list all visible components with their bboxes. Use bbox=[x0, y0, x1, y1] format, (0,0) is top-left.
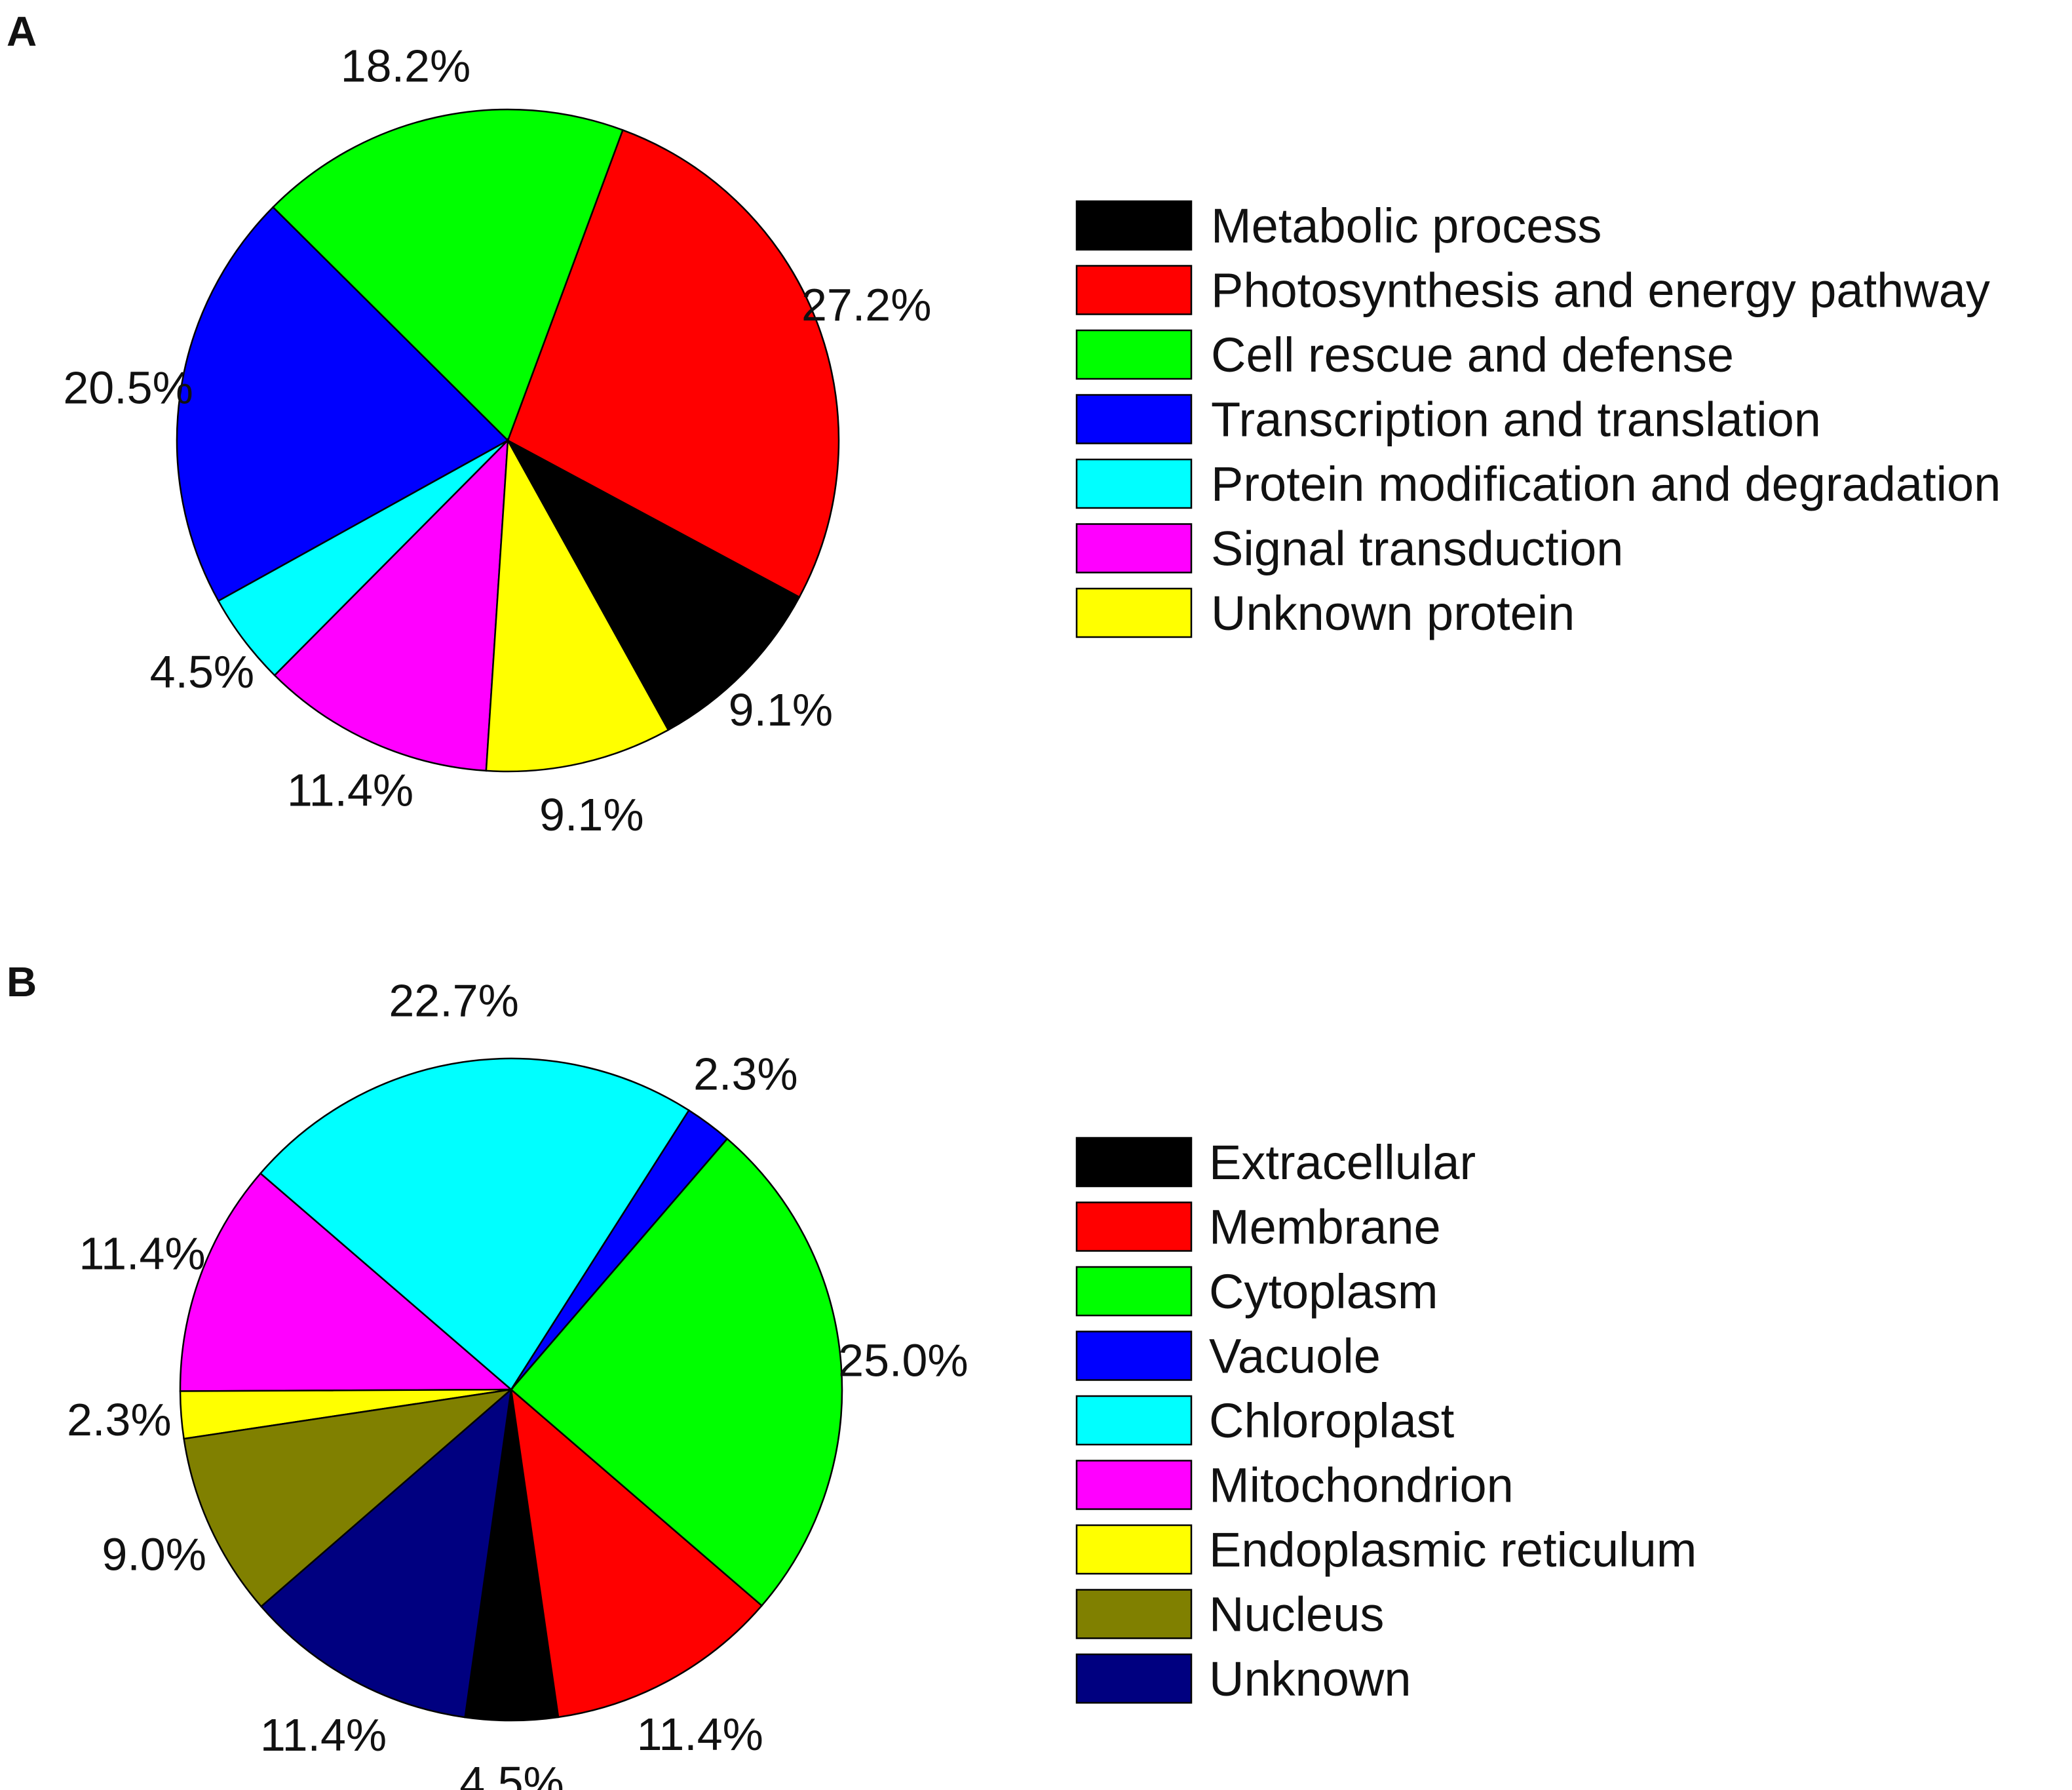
data-label: 11.4% bbox=[79, 1228, 205, 1279]
data-label: 11.4% bbox=[637, 1709, 763, 1760]
pie-slice-unknown bbox=[259, 1387, 512, 1719]
legend-a: Metabolic process Photosynthesis and ener… bbox=[1075, 199, 2001, 640]
pie-slice-chloroplast bbox=[259, 1057, 690, 1391]
legend-label: Mitochondrion bbox=[1209, 1458, 1514, 1513]
pie-slice-transcription-and-translation bbox=[176, 206, 510, 602]
pie-slice-membrane bbox=[510, 1387, 763, 1719]
legend-label: Cell rescue and defense bbox=[1211, 328, 1734, 382]
panel-a-label: A bbox=[7, 8, 37, 55]
legend-swatch bbox=[1075, 523, 1193, 574]
pie-slice-nucleus bbox=[183, 1388, 514, 1608]
legend-label: Chloroplast bbox=[1209, 1393, 1455, 1448]
pie-slice-metabolic-process bbox=[505, 438, 801, 731]
legend-swatch bbox=[1075, 1266, 1193, 1317]
data-label: 4.5% bbox=[459, 1757, 564, 1790]
data-label: 27.2% bbox=[801, 279, 931, 330]
data-label: 11.4% bbox=[260, 1709, 387, 1761]
data-label: 9.1% bbox=[729, 684, 834, 735]
pie-chart-b: 4.5% 11.4% 25.0% 2.3% 22.7% 11.4% 2.3% 9.0% 11.4… bbox=[67, 975, 969, 1790]
legend-label: Metabolic process bbox=[1211, 199, 1602, 253]
data-label: 4.5% bbox=[150, 646, 255, 697]
legend-swatch bbox=[1075, 1201, 1193, 1252]
legend-swatch bbox=[1075, 1653, 1193, 1704]
legend-swatch bbox=[1075, 1524, 1193, 1575]
pie-slice-signal-transduction bbox=[273, 438, 509, 772]
legend-label: Protein modification and degradation bbox=[1211, 457, 2001, 511]
legend-label: Signal transduction bbox=[1211, 522, 1623, 576]
legend-label: Transcription and translation bbox=[1211, 393, 1821, 447]
slices bbox=[176, 108, 840, 773]
pie-slice-cytoplasm bbox=[510, 1137, 843, 1607]
data-label: 22.7% bbox=[389, 975, 518, 1026]
pie-slice-unknown-protein bbox=[485, 437, 670, 773]
pie-slice-cell-rescue-and-defense bbox=[271, 108, 624, 442]
legend-swatch bbox=[1075, 265, 1193, 315]
legend-label: Extracellular bbox=[1209, 1135, 1476, 1190]
slices bbox=[179, 1057, 843, 1722]
pie-chart-a: 9.1% 27.2% 18.2% 20.5% 4.5% 11.4% 9.1% bbox=[63, 41, 931, 840]
data-label: 9.0% bbox=[102, 1528, 206, 1580]
data-label: 2.3% bbox=[67, 1394, 172, 1445]
legend-label: Nucleus bbox=[1209, 1587, 1384, 1642]
data-label: 20.5% bbox=[63, 362, 193, 414]
legend-label: Cytoplasm bbox=[1209, 1264, 1438, 1319]
legend-label: Unknown bbox=[1209, 1652, 1411, 1706]
legend-label: Unknown protein bbox=[1211, 586, 1575, 640]
slice-labels: 4.5% 11.4% 25.0% 2.3% 22.7% 11.4% 2.3% 9.0% 11.4… bbox=[67, 975, 969, 1790]
legend-swatch bbox=[1075, 587, 1193, 638]
legend-swatch bbox=[1075, 1460, 1193, 1510]
legend-label: Membrane bbox=[1209, 1200, 1441, 1255]
legend-swatch bbox=[1075, 1395, 1193, 1446]
legend-swatch bbox=[1075, 458, 1193, 509]
legend-swatch bbox=[1075, 1331, 1193, 1381]
pie-slice-photosynthesis-and-energy-pathway bbox=[507, 128, 840, 598]
pie-slice-mitochondrion bbox=[179, 1172, 514, 1392]
data-label: 11.4% bbox=[287, 764, 413, 815]
panel-b-label: B bbox=[7, 958, 37, 1005]
slice-labels: 9.1% 27.2% 18.2% 20.5% 4.5% 11.4% 9.1% bbox=[63, 41, 931, 840]
legend-swatch bbox=[1075, 394, 1193, 444]
legend-swatch bbox=[1075, 200, 1193, 251]
legend-swatch bbox=[1075, 329, 1193, 380]
data-label: 2.3% bbox=[693, 1048, 798, 1099]
legend-swatch bbox=[1075, 1137, 1193, 1188]
legend-label: Endoplasmic reticulum bbox=[1209, 1523, 1697, 1577]
legend-label: Vacuole bbox=[1209, 1329, 1381, 1384]
data-label: 9.1% bbox=[539, 789, 644, 840]
data-label: 25.0% bbox=[838, 1335, 968, 1386]
legend-b: Extracellular Membrane Cytoplasm Vacuole Chl… bbox=[1075, 1135, 1697, 1706]
legend-label: Photosynthesis and energy pathway bbox=[1211, 263, 1990, 318]
legend-swatch bbox=[1075, 1589, 1193, 1639]
data-label: 18.2% bbox=[341, 41, 470, 92]
